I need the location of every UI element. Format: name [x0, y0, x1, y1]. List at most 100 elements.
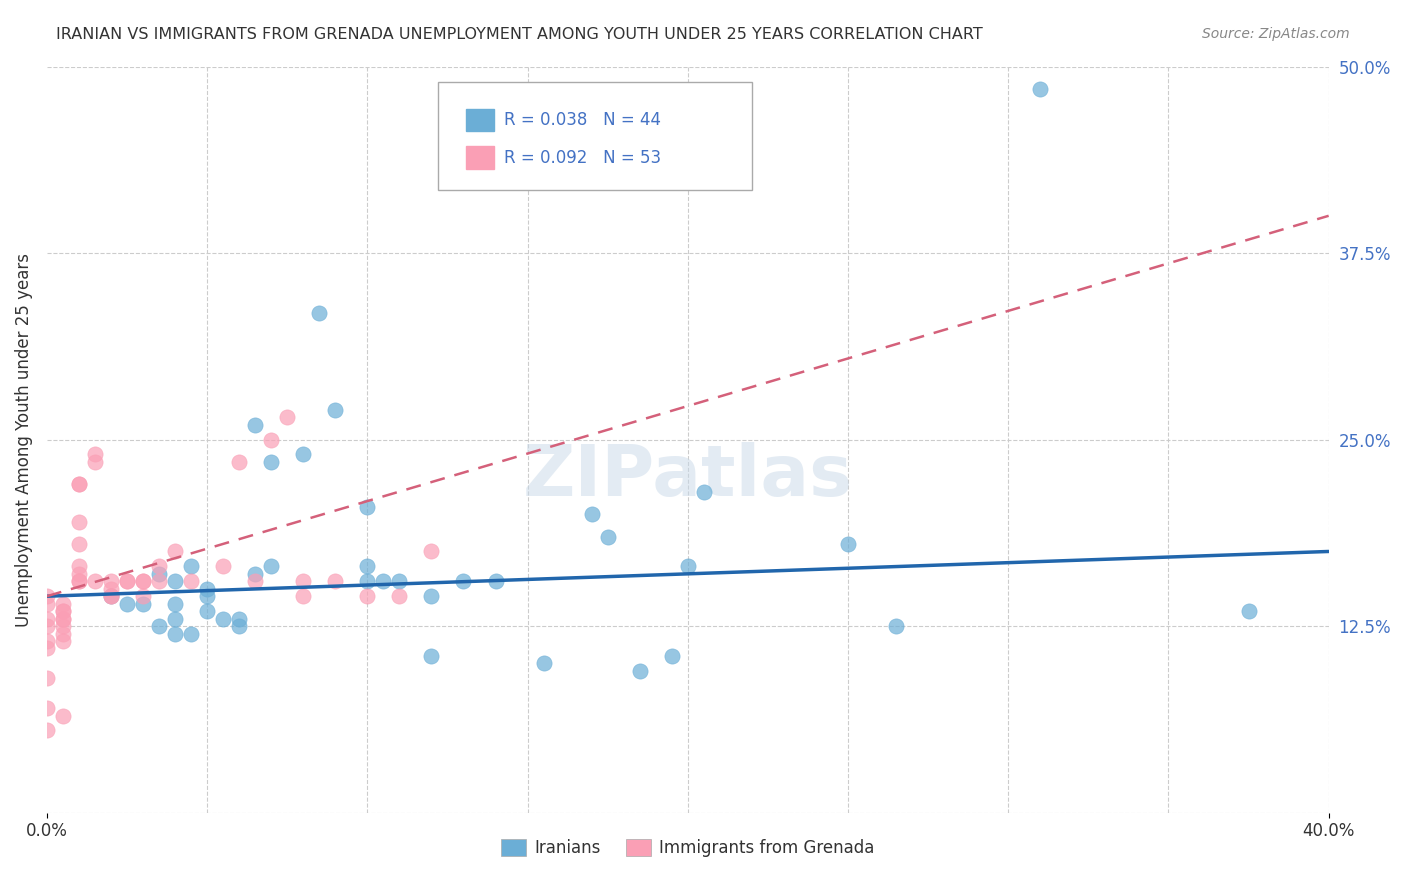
Point [165, 626, 187, 640]
Text: R = 0.038   N = 44: R = 0.038 N = 44 [505, 112, 661, 129]
Point [276, 410, 298, 425]
FancyBboxPatch shape [437, 81, 752, 190]
Text: R = 0.092   N = 53: R = 0.092 N = 53 [505, 149, 662, 167]
Point [228, 455, 250, 469]
Y-axis label: Unemployment Among Youth under 25 years: Unemployment Among Youth under 25 years [15, 252, 32, 626]
Point [35, 723, 58, 738]
Point [195, 589, 218, 603]
Point [837, 537, 859, 551]
Point [1029, 82, 1052, 96]
Point [884, 619, 907, 633]
Point [35, 597, 58, 611]
Point [165, 597, 187, 611]
Point [628, 664, 651, 678]
Point [292, 574, 315, 589]
Point [35, 589, 58, 603]
Point [243, 574, 266, 589]
Point [356, 559, 378, 574]
Point [132, 574, 155, 589]
Point [52, 626, 75, 640]
Point [323, 402, 346, 417]
Point [115, 574, 138, 589]
Point [165, 544, 187, 558]
Point [212, 611, 235, 625]
Point [373, 574, 395, 589]
Point [52, 604, 75, 618]
Point [195, 582, 218, 596]
Point [148, 619, 170, 633]
Point [132, 589, 155, 603]
Point [115, 574, 138, 589]
Point [260, 455, 283, 469]
Point [67, 477, 90, 491]
Point [52, 597, 75, 611]
Point [100, 582, 122, 596]
Point [420, 648, 443, 663]
Point [260, 433, 283, 447]
Point [52, 634, 75, 648]
Point [165, 611, 187, 625]
Point [132, 574, 155, 589]
Point [420, 544, 443, 558]
Text: IRANIAN VS IMMIGRANTS FROM GRENADA UNEMPLOYMENT AMONG YOUTH UNDER 25 YEARS CORRE: IRANIAN VS IMMIGRANTS FROM GRENADA UNEMP… [56, 27, 983, 42]
Point [180, 626, 202, 640]
Point [67, 559, 90, 574]
Point [148, 559, 170, 574]
Point [243, 417, 266, 432]
Point [180, 574, 202, 589]
Point [67, 477, 90, 491]
Point [52, 708, 75, 723]
Point [100, 589, 122, 603]
Point [148, 574, 170, 589]
Point [484, 574, 506, 589]
Point [693, 484, 716, 499]
Point [84, 574, 107, 589]
Point [35, 634, 58, 648]
Point [388, 589, 411, 603]
Point [35, 619, 58, 633]
Point [596, 530, 619, 544]
Point [67, 515, 90, 529]
Point [533, 657, 555, 671]
Point [260, 559, 283, 574]
Point [52, 611, 75, 625]
Point [67, 537, 90, 551]
Point [212, 559, 235, 574]
Point [661, 648, 683, 663]
Point [420, 589, 443, 603]
Point [292, 589, 315, 603]
Point [35, 701, 58, 715]
Point [581, 507, 603, 521]
Legend: Iranians, Immigrants from Grenada: Iranians, Immigrants from Grenada [495, 832, 882, 863]
Point [84, 455, 107, 469]
Point [243, 566, 266, 581]
FancyBboxPatch shape [465, 109, 495, 131]
Point [100, 589, 122, 603]
Point [165, 574, 187, 589]
Point [52, 604, 75, 618]
Text: ZIPatlas: ZIPatlas [523, 442, 853, 511]
Point [180, 559, 202, 574]
Point [453, 574, 475, 589]
Point [292, 448, 315, 462]
Point [356, 500, 378, 514]
Point [52, 619, 75, 633]
Point [356, 589, 378, 603]
Text: Source: ZipAtlas.com: Source: ZipAtlas.com [1202, 27, 1350, 41]
Point [100, 574, 122, 589]
Point [676, 559, 699, 574]
FancyBboxPatch shape [465, 146, 495, 169]
Point [84, 448, 107, 462]
Point [323, 574, 346, 589]
Point [35, 611, 58, 625]
Point [115, 597, 138, 611]
Point [148, 566, 170, 581]
Point [356, 574, 378, 589]
Point [67, 574, 90, 589]
Point [100, 589, 122, 603]
Point [195, 604, 218, 618]
Point [35, 671, 58, 685]
Point [388, 574, 411, 589]
Point [132, 597, 155, 611]
Point [228, 619, 250, 633]
